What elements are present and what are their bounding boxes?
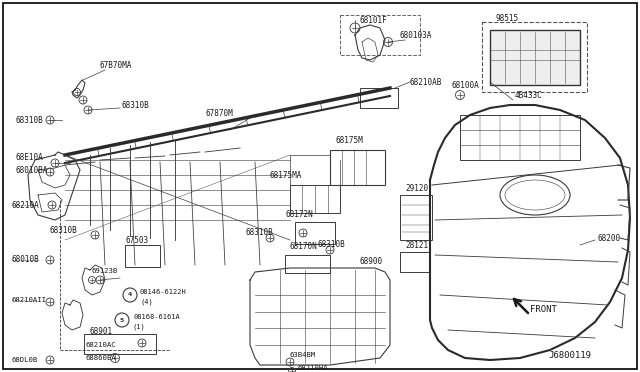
Text: 28121: 28121	[405, 241, 428, 250]
Bar	[295, 222, 335, 244]
Text: (1): (1)	[133, 324, 146, 330]
Bar	[400, 252, 430, 272]
Text: 68310B: 68310B	[50, 225, 77, 234]
Text: 08146-6122H: 08146-6122H	[140, 289, 187, 295]
Text: 63B4BM: 63B4BM	[290, 352, 316, 358]
Text: 68210A: 68210A	[12, 201, 40, 209]
Bar	[125, 245, 160, 267]
Text: FRONT: FRONT	[530, 305, 557, 314]
Text: 68172N: 68172N	[285, 209, 313, 218]
Bar	[285, 255, 330, 273]
Text: 67503: 67503	[125, 235, 148, 244]
Text: 680103A: 680103A	[400, 31, 433, 39]
Text: 69123B: 69123B	[92, 268, 118, 274]
Text: 5: 5	[120, 317, 124, 323]
Bar	[482, 22, 587, 92]
Text: 68901: 68901	[90, 327, 113, 337]
Bar	[490, 30, 580, 85]
Bar	[290, 185, 340, 213]
Text: 68170N: 68170N	[290, 241, 317, 250]
Text: 68175MA: 68175MA	[270, 170, 302, 180]
Text: 68010B: 68010B	[12, 256, 40, 264]
Text: 29120: 29120	[405, 183, 428, 192]
Text: 4B433C: 4B433C	[515, 90, 543, 99]
Text: 68310B: 68310B	[318, 240, 346, 248]
Bar	[360, 88, 398, 108]
Text: 68010BA: 68010BA	[15, 166, 47, 174]
Bar	[400, 195, 432, 240]
Text: 98515: 98515	[495, 13, 518, 22]
Text: J6800119: J6800119	[548, 350, 591, 359]
Text: 67B70MA: 67B70MA	[100, 61, 132, 70]
Text: (4): (4)	[140, 299, 153, 305]
Text: 68101F: 68101F	[360, 16, 388, 25]
Text: 68E10A: 68E10A	[15, 153, 43, 161]
Text: 68310B: 68310B	[245, 228, 273, 237]
Text: 68100A: 68100A	[452, 80, 480, 90]
Bar	[340, 15, 420, 55]
Text: 68DL0B: 68DL0B	[12, 357, 38, 363]
Bar	[460, 115, 580, 160]
Text: 68900: 68900	[360, 257, 383, 266]
Text: 68210AB: 68210AB	[410, 77, 442, 87]
Text: 68210AC: 68210AC	[85, 342, 116, 348]
Text: 68200: 68200	[597, 234, 620, 243]
Text: 68310B: 68310B	[122, 100, 150, 109]
Text: 4: 4	[128, 292, 132, 298]
Text: 68210AII: 68210AII	[12, 297, 47, 303]
Text: 08168-6161A: 08168-6161A	[133, 314, 180, 320]
Text: 68310B: 68310B	[15, 115, 43, 125]
Text: 68210HA: 68210HA	[298, 365, 328, 371]
Text: 68175M: 68175M	[335, 135, 363, 144]
Text: 68860EA: 68860EA	[85, 355, 116, 361]
Bar	[330, 150, 385, 185]
Text: 67870M: 67870M	[205, 109, 233, 118]
